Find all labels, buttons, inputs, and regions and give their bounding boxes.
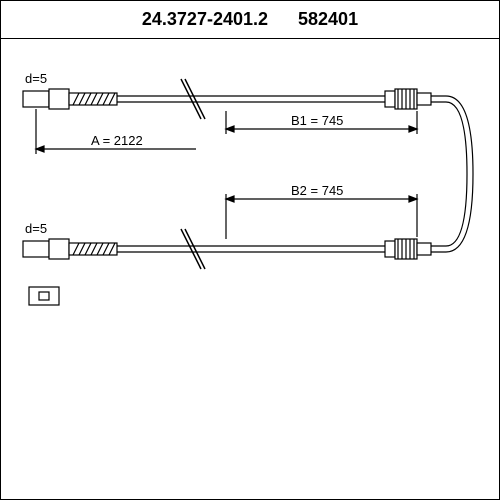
part-code: 582401 (298, 9, 358, 30)
label-B2: B2 = 745 (291, 183, 343, 198)
label-d-top: d=5 (25, 71, 47, 86)
diagram-area: d=5 d=5 A = 2122 B1 = 745 B2 = 745 (1, 39, 499, 499)
label-A: A = 2122 (91, 133, 143, 148)
part-number: 24.3727-2401.2 (142, 9, 268, 30)
header-bar: 24.3727-2401.2 582401 (1, 1, 499, 39)
label-d-bottom: d=5 (25, 221, 47, 236)
drawing-container: 24.3727-2401.2 582401 (0, 0, 500, 500)
technical-diagram: d=5 d=5 A = 2122 B1 = 745 B2 = 745 (1, 39, 499, 499)
label-B1: B1 = 745 (291, 113, 343, 128)
